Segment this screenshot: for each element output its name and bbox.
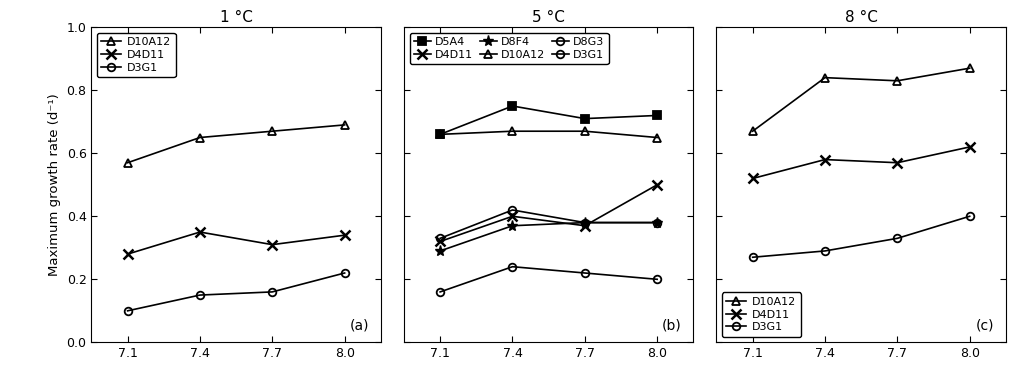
Text: (b): (b)	[662, 319, 682, 333]
Y-axis label: Maximum growth rate (d⁻¹): Maximum growth rate (d⁻¹)	[48, 93, 61, 276]
Title: 1 °C: 1 °C	[219, 10, 253, 25]
Title: 5 °C: 5 °C	[532, 10, 565, 25]
Text: (c): (c)	[975, 319, 995, 333]
Text: (a): (a)	[350, 319, 369, 333]
Legend: D5A4, D4D11, D8F4, D10A12, D8G3, D3G1: D5A4, D4D11, D8F4, D10A12, D8G3, D3G1	[409, 33, 609, 65]
Legend: D10A12, D4D11, D3G1: D10A12, D4D11, D3G1	[722, 292, 801, 337]
Legend: D10A12, D4D11, D3G1: D10A12, D4D11, D3G1	[97, 33, 176, 77]
Title: 8 °C: 8 °C	[844, 10, 878, 25]
